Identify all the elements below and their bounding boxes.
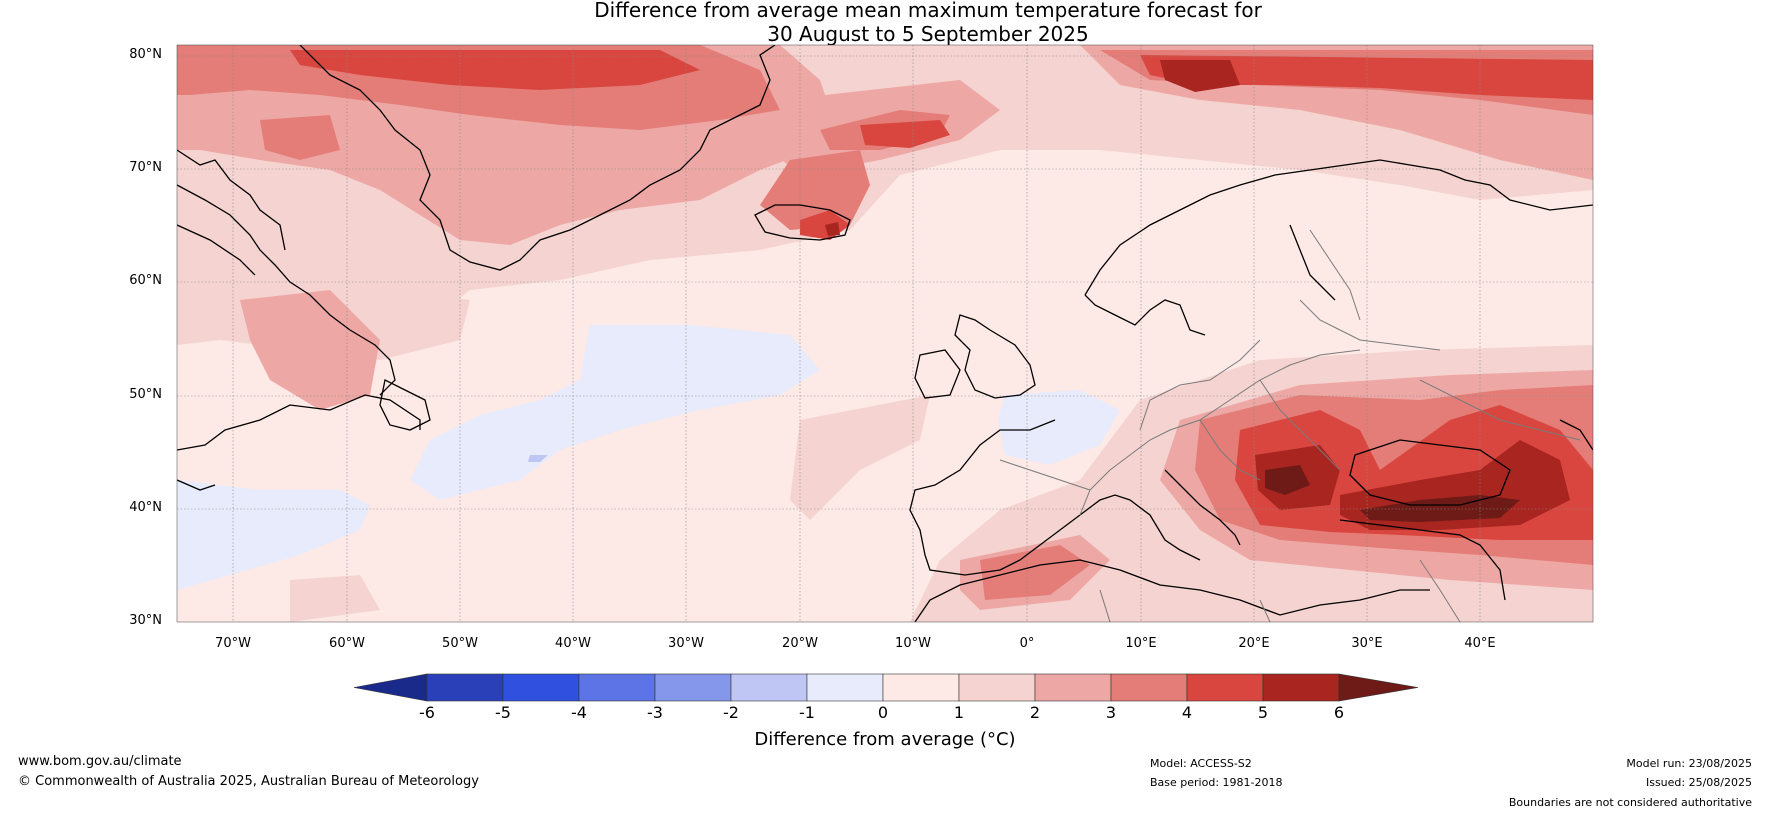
website-link[interactable]: www.bom.gov.au/climate (18, 754, 182, 769)
colorbar-tick-label: 5 (1257, 703, 1269, 722)
title-line-2: 30 August to 5 September 2025 (767, 22, 1089, 46)
colorbar-tick-label: 1 (953, 703, 965, 722)
colorbar-extend-low (353, 673, 428, 702)
colorbar-segment (502, 673, 580, 702)
lat-label-60n: 60°N (129, 273, 162, 288)
lon-label-20e: 20°E (1238, 636, 1270, 651)
colorbar-segment (1186, 673, 1264, 702)
colorbar-segment (426, 673, 504, 702)
colorbar-tick-label: -1 (799, 703, 815, 722)
colorbar-tick-label: 2 (1029, 703, 1041, 722)
colorbar-segment (882, 673, 960, 702)
colorbar-tick-label: -5 (495, 703, 511, 722)
colorbar-segment (654, 673, 732, 702)
colorbar-tick-label: -2 (723, 703, 739, 722)
lon-label-30w: 30°W (668, 636, 704, 651)
lon-label-60w: 60°W (329, 636, 365, 651)
colorbar-extend-high (1338, 673, 1419, 702)
title-line-1: Difference from average mean maximum tem… (594, 0, 1262, 22)
boundaries-disclaimer: Boundaries are not considered authoritat… (1508, 796, 1752, 809)
anomaly-minus1-0-regions (177, 325, 1120, 590)
model-name: Model: ACCESS-S2 (1150, 757, 1252, 770)
anomaly-field (177, 45, 1593, 622)
colorbar-segment (578, 673, 656, 702)
map-title: Difference from average mean maximum tem… (0, 0, 1770, 46)
country-borders (999, 229, 1581, 622)
lon-label-10e: 10°E (1125, 636, 1157, 651)
colorbar-segment (1110, 673, 1188, 702)
lat-label-80n: 80°N (129, 47, 162, 62)
lat-label-70n: 70°N (129, 160, 162, 175)
copyright-text: © Commonwealth of Australia 2025, Austra… (18, 774, 479, 789)
colorbar-tick-label: 4 (1181, 703, 1193, 722)
colorbar-tick-label: -4 (571, 703, 587, 722)
lat-label-30n: 30°N (129, 613, 162, 628)
lon-label-40e: 40°E (1464, 636, 1496, 651)
colorbar-tick-label: 0 (877, 703, 889, 722)
lon-label-40w: 40°W (555, 636, 591, 651)
map-frame (176, 44, 1594, 623)
colorbar-tick-label: -6 (419, 703, 435, 722)
colorbar (353, 673, 1419, 702)
lon-label-20w: 20°W (782, 636, 818, 651)
colorbar-segment (1262, 673, 1340, 702)
lon-label-0: 0° (1019, 636, 1035, 651)
coastlines (177, 45, 1593, 622)
colorbar-segment (958, 673, 1036, 702)
base-period: Base period: 1981-2018 (1150, 776, 1283, 789)
lat-label-50n: 50°N (129, 387, 162, 402)
issued-date: Issued: 25/08/2025 (1645, 776, 1752, 789)
lon-label-50w: 50°W (442, 636, 478, 651)
colorbar-tick-label: -3 (647, 703, 663, 722)
colorbar-tick-label: 3 (1105, 703, 1117, 722)
colorbar-label: Difference from average (°C) (754, 729, 1016, 750)
lon-label-70w: 70°W (215, 636, 251, 651)
model-run-date: Model run: 23/08/2025 (1626, 757, 1752, 770)
graticule (177, 45, 1593, 622)
colorbar-segment (1034, 673, 1112, 702)
lat-label-40n: 40°N (129, 500, 162, 515)
lon-label-10w: 10°W (895, 636, 931, 651)
colorbar-segment (730, 673, 808, 702)
colorbar-tick-label: 6 (1333, 703, 1345, 722)
colorbar-segment (806, 673, 884, 702)
lon-label-30e: 30°E (1351, 636, 1383, 651)
